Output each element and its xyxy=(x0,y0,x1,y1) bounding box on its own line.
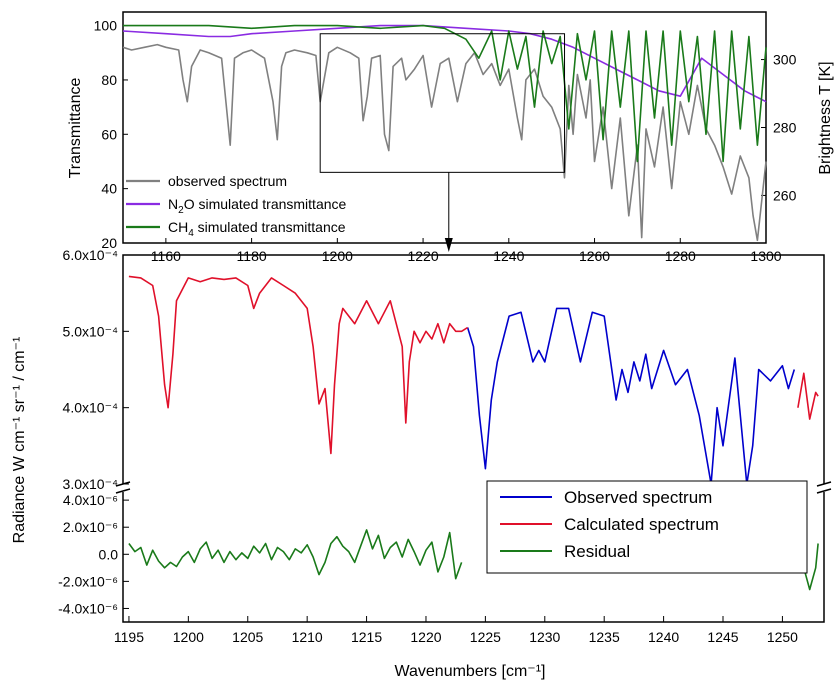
top-y-tick-label-0: 20 xyxy=(101,235,117,251)
top-x-axis-ticks: 1160 1180 1200 1220 1240 1260 1280 1300 xyxy=(151,238,782,264)
bottom-series-group xyxy=(128,275,819,591)
top-x-tick-label-3: 1220 xyxy=(407,248,438,264)
top-y2-tick-label-1: 280 xyxy=(773,120,797,136)
bottom-upper-y-tick-label-3: 6.0x10⁻⁴ xyxy=(63,247,118,263)
bottom-upper-y-tick-label-1: 4.0x10⁻⁴ xyxy=(63,400,118,416)
top-x-tick-label-7: 1300 xyxy=(750,248,781,264)
top-y2-tick-label-2: 300 xyxy=(773,52,797,68)
top-legend-label-main-ch4: CH xyxy=(168,219,188,235)
bottom-upper-y-tick-label-2: 5.0x10⁻⁴ xyxy=(63,323,118,339)
bottom-legend-label-calculated: Calculated spectrum xyxy=(564,515,719,534)
bottom-series-observed-line-0 xyxy=(466,307,796,485)
bottom-x-tick-label-7: 1230 xyxy=(529,629,560,645)
top-y-axis-ticks: 20 40 60 80 100 xyxy=(94,18,128,251)
top-x-tick-label-1: 1180 xyxy=(237,248,267,264)
top-y-axis-title: Transmittance xyxy=(67,78,84,179)
bottom-x-tick-label-5: 1220 xyxy=(410,629,441,645)
bottom-x-tick-label-3: 1210 xyxy=(292,629,323,645)
bottom-x-tick-label-11: 1250 xyxy=(767,629,798,645)
top-series-ch4-line xyxy=(123,24,767,163)
top-x-tick-label-6: 1280 xyxy=(665,248,696,264)
bottom-x-axis-title: Wavenumbers [cm⁻¹] xyxy=(395,663,546,680)
bottom-panel: 1195 1200 1205 1210 1215 1220 1225 1230 1235 1240… xyxy=(11,247,832,680)
bottom-x-tick-label-8: 1235 xyxy=(589,629,620,645)
bottom-x-tick-label-2: 1205 xyxy=(232,629,263,645)
bottom-lower-y-tick-label-3: 2.0x10⁻⁶ xyxy=(63,519,118,535)
bottom-plot-frame xyxy=(122,254,825,623)
axis-break-mark-right-lower xyxy=(816,488,832,494)
top-legend-label-sub-ch4: 4 xyxy=(188,228,194,239)
top-x-tick-label-2: 1200 xyxy=(322,248,353,264)
inset-zoom-box xyxy=(319,33,566,173)
bottom-legend-label-residual: Residual xyxy=(564,542,630,561)
top-x-tick-label-5: 1260 xyxy=(579,248,610,264)
top-x-tick-label-4: 1240 xyxy=(493,248,524,264)
top-legend-label-tail-ch4: simulated transmittance xyxy=(194,219,346,235)
axis-break-mark-right-upper xyxy=(816,481,832,487)
top-y2-tick-label-0: 260 xyxy=(773,187,797,203)
top-legend-label-observed: observed spectrum xyxy=(168,173,287,189)
bottom-lower-y-tick-label-4: 4.0x10⁻⁶ xyxy=(63,492,118,508)
bottom-lower-y-tick-label-2: 0.0 xyxy=(99,546,119,562)
top-legend-label-ch4: CH4 simulated transmittance xyxy=(168,219,346,239)
bottom-x-tick-label-10: 1245 xyxy=(707,629,738,645)
top-series-n2o-line xyxy=(122,24,767,103)
axis-break-mask xyxy=(116,484,831,492)
top-panel: 1160 1180 1200 1220 1240 1260 1280 1300 20 40 60 8… xyxy=(67,11,834,264)
top-series-observed-line xyxy=(122,43,767,242)
bottom-lower-y-tick-label-0: -4.0x10⁻⁶ xyxy=(58,600,118,616)
top-y2-axis-title: Brightness T [K] xyxy=(817,61,834,174)
top-legend-label-sub-n2o: 2 xyxy=(178,205,184,216)
bottom-x-tick-label-9: 1240 xyxy=(648,629,679,645)
top-y-tick-label-3: 80 xyxy=(101,72,117,88)
bottom-series-calculated-line-0 xyxy=(128,275,469,455)
bottom-legend: Observed spectrum Calculated spectrum Resi… xyxy=(486,480,808,574)
bottom-x-tick-label-0: 1195 xyxy=(114,629,144,645)
bottom-lower-y-tick-label-1: -2.0x10⁻⁶ xyxy=(58,573,118,589)
bottom-x-tick-label-4: 1215 xyxy=(351,629,382,645)
bottom-x-tick-label-1: 1200 xyxy=(173,629,204,645)
bottom-y-axis-title: Radiance W cm⁻¹ sr⁻¹ / cm⁻¹ xyxy=(11,337,28,544)
top-legend-label-main-n2o: N xyxy=(168,196,178,212)
top-legend-label-main-observed: observed spectrum xyxy=(168,173,287,189)
bottom-y-axis-ticks: 3.0x10⁻⁴ 4.0x10⁻⁴ 5.0x10⁻⁴ 6.0x10⁻⁴ -4.0x10⁻… xyxy=(58,247,129,616)
bottom-series-residual-line-0 xyxy=(128,529,463,580)
bottom-legend-label-observed: Observed spectrum xyxy=(564,488,712,507)
bottom-x-tick-label-6: 1225 xyxy=(470,629,501,645)
top-y-tick-label-4: 100 xyxy=(94,18,118,34)
top-legend: observed spectrum N2O simulated transmitt… xyxy=(126,173,347,239)
bottom-series-calculated-line-1 xyxy=(797,372,819,420)
bottom-upper-y-tick-label-0: 3.0x10⁻⁴ xyxy=(63,476,118,492)
zoom-arrowhead xyxy=(444,238,453,252)
top-y-tick-label-2: 60 xyxy=(101,126,117,142)
bottom-x-axis-ticks: 1195 1200 1205 1210 1215 1220 1225 1230 1235 1240… xyxy=(114,616,798,645)
top-legend-label-tail-n2o: O simulated transmittance xyxy=(184,196,347,212)
axis-break-mark-left-lower xyxy=(115,488,131,494)
top-y2-axis-ticks: 260 280 300 xyxy=(761,52,797,203)
top-legend-label-n2o: N2O simulated transmittance xyxy=(168,196,347,216)
top-x-tick-label-0: 1160 xyxy=(151,248,181,264)
top-y-tick-label-1: 40 xyxy=(101,181,117,197)
